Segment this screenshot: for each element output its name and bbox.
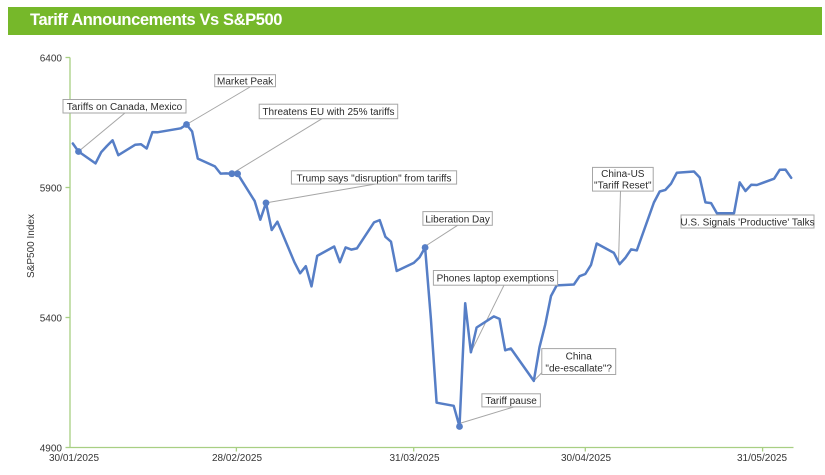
svg-text:5400: 5400 [40,314,63,325]
svg-text:"de-escallate"?: "de-escallate"? [545,363,612,374]
svg-text:Tariff pause: Tariff pause [485,396,537,407]
svg-text:30/01/2025: 30/01/2025 [49,453,99,464]
svg-text:6400: 6400 [40,54,63,65]
svg-text:China: China [566,351,593,362]
svg-text:"Tariff Reset": "Tariff Reset" [594,181,652,192]
svg-text:S&P500 Index: S&P500 Index [26,214,37,278]
svg-text:31/03/2025: 31/03/2025 [389,453,439,464]
svg-text:Market Peak: Market Peak [217,77,274,88]
svg-text:Phones laptop exemptions: Phones laptop exemptions [437,274,555,285]
svg-text:30/04/2025: 30/04/2025 [561,453,611,464]
svg-text:Tariffs on Canada, Mexico: Tariffs on Canada, Mexico [67,102,183,113]
svg-text:Threatens EU with 25% tariffs: Threatens EU with 25% tariffs [262,107,394,118]
svg-text:Liberation Day: Liberation Day [425,214,489,225]
svg-text:U.S. Signals 'Productive' Talk: U.S. Signals 'Productive' Talks [680,217,814,228]
svg-text:Trump says "disruption" from t: Trump says "disruption" from tariffs [297,173,452,184]
svg-text:28/02/2025: 28/02/2025 [212,453,262,464]
svg-text:4900: 4900 [40,444,63,455]
svg-text:31/05/2025: 31/05/2025 [737,453,787,464]
svg-text:China-US: China-US [601,169,645,180]
svg-text:5900: 5900 [40,184,63,195]
